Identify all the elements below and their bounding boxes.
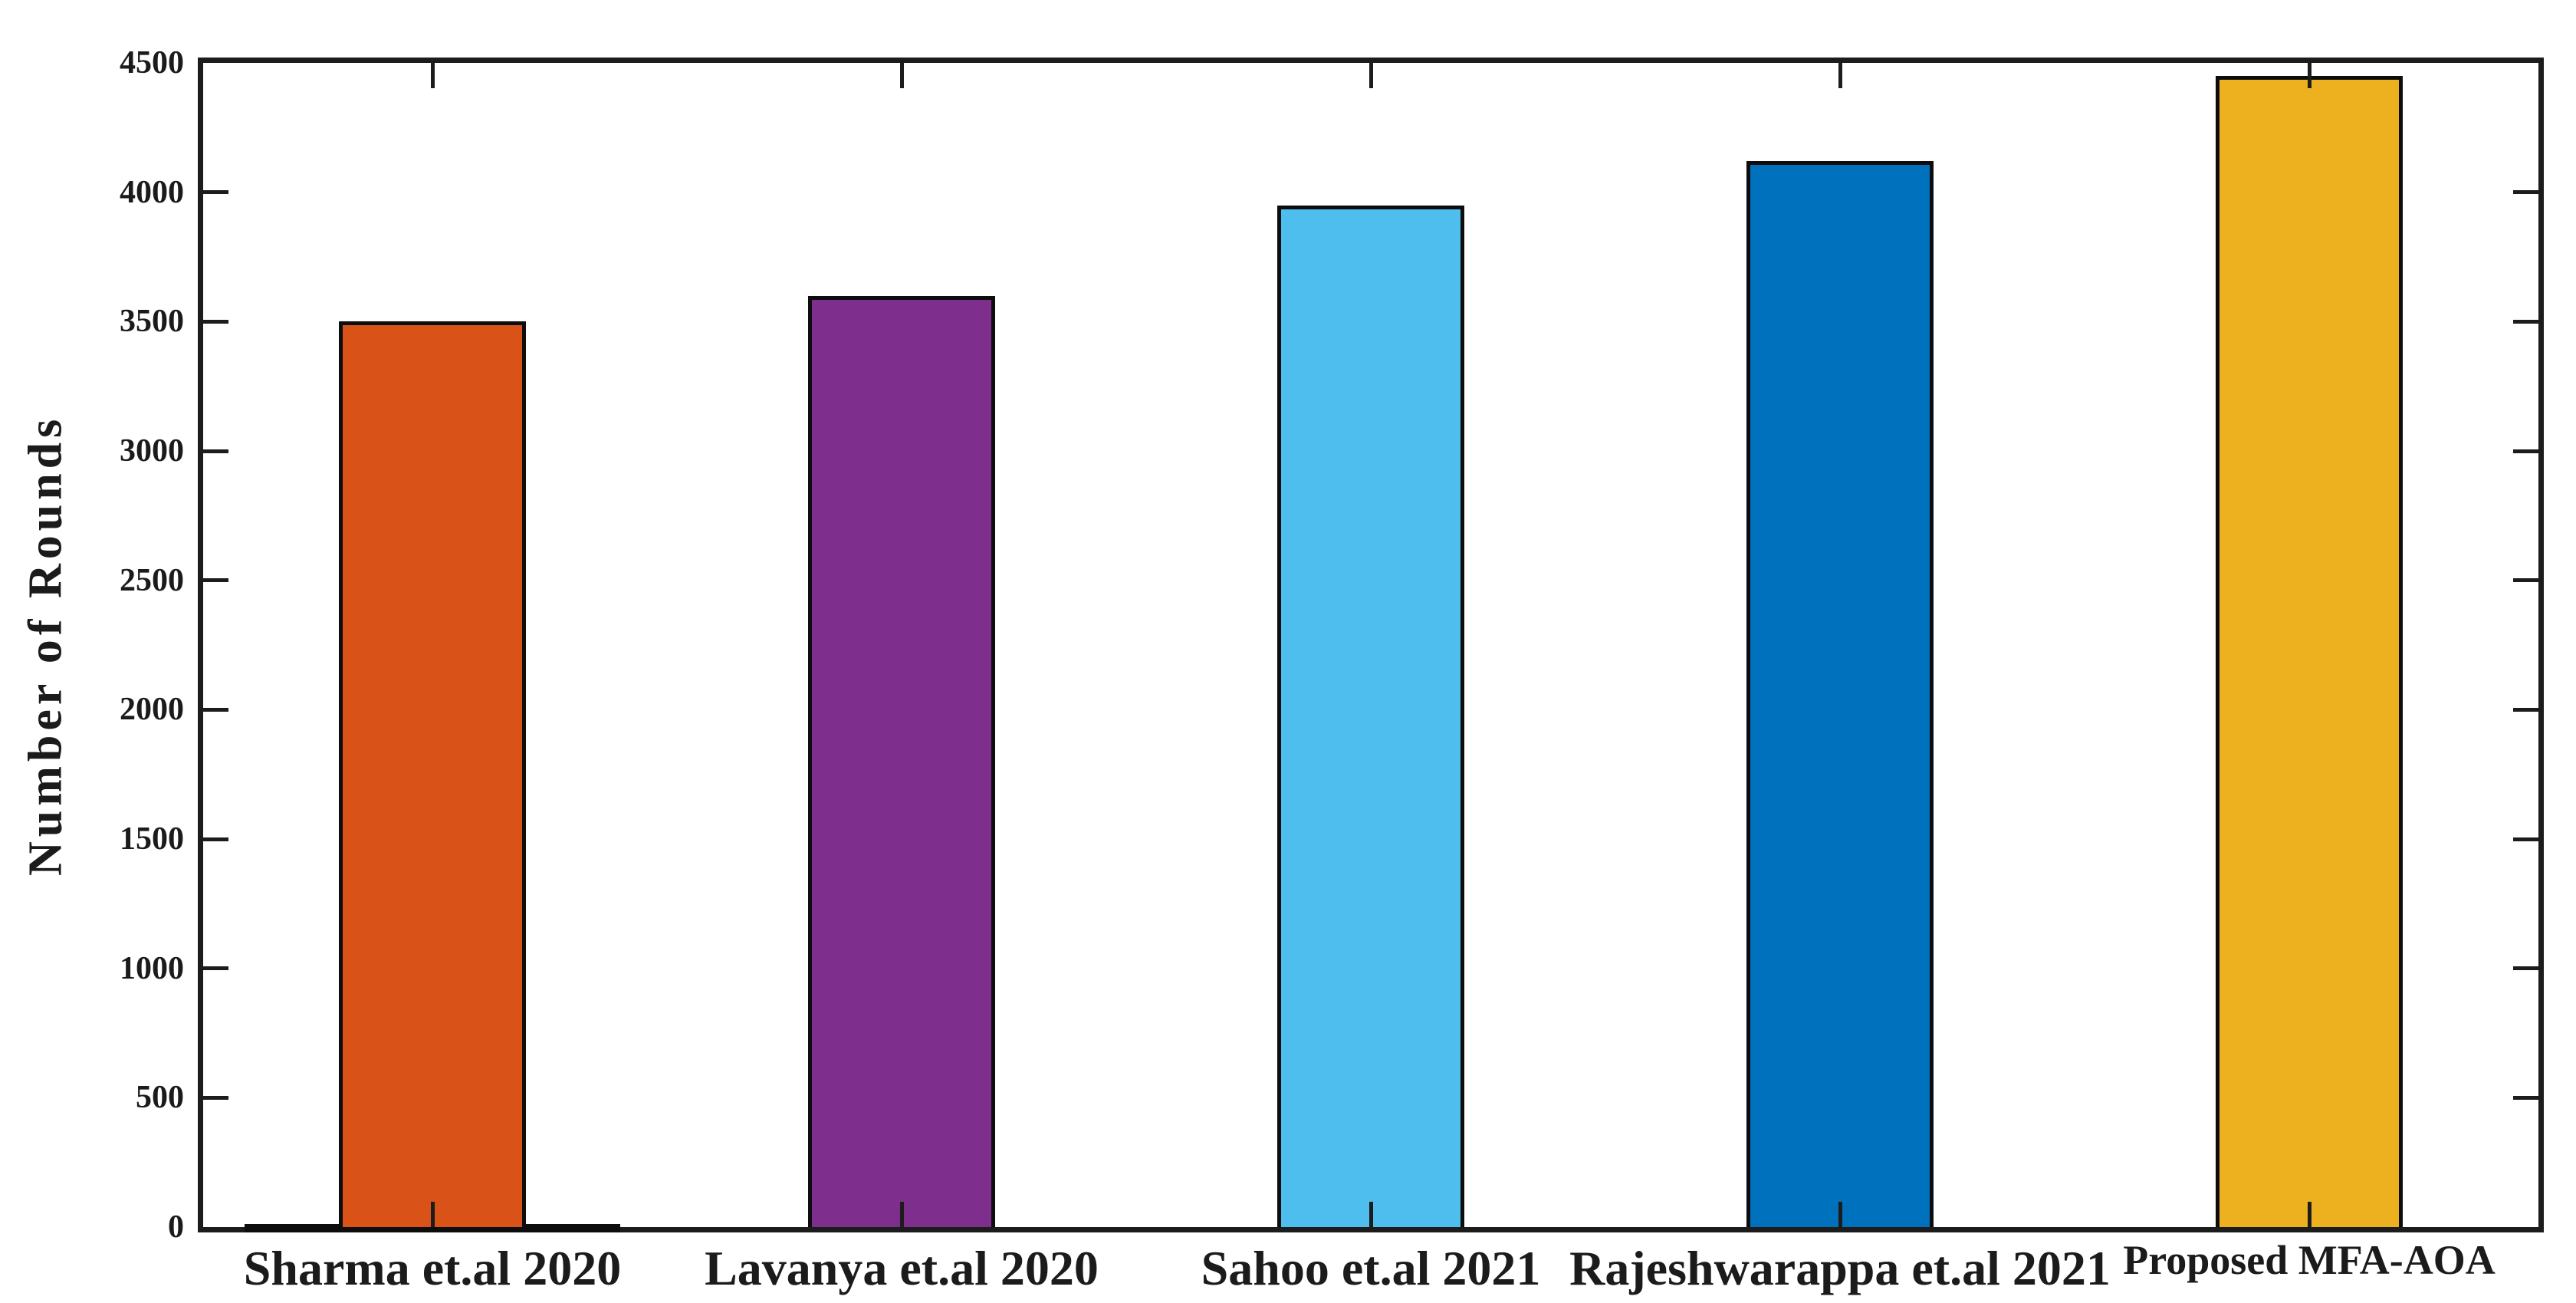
y-tick-right-2000 <box>2513 707 2538 712</box>
y-tick-label-3500: 3500 <box>120 304 184 340</box>
y-tick-right-3000 <box>2513 449 2538 453</box>
x-tick-top-3 <box>1368 63 1373 88</box>
x-tick-bottom-3 <box>1368 1202 1373 1227</box>
y-tick-left-2500 <box>203 578 228 583</box>
y-tick-label-1500: 1500 <box>120 821 184 857</box>
y-tick-label-4000: 4000 <box>120 174 184 210</box>
bar-4 <box>1746 161 1934 1227</box>
bar-2 <box>808 295 995 1227</box>
plot-area <box>198 58 2544 1232</box>
x-tick-bottom-2 <box>899 1202 904 1227</box>
y-tick-label-4500: 4500 <box>120 45 184 81</box>
y-tick-label-1000: 1000 <box>120 950 184 986</box>
y-tick-label-3000: 3000 <box>120 433 184 469</box>
y-tick-right-500 <box>2513 1095 2538 1100</box>
y-tick-left-3500 <box>203 319 228 324</box>
plot-inner-canvas <box>203 63 2538 1232</box>
y-tick-right-1500 <box>2513 837 2538 841</box>
y-tick-right-3500 <box>2513 319 2538 324</box>
zero-value-bar-strip <box>245 1224 620 1232</box>
y-tick-label-500: 500 <box>136 1080 184 1116</box>
x-tick-bottom-5 <box>2307 1202 2312 1227</box>
y-tick-right-1000 <box>2513 966 2538 971</box>
y-tick-label-0: 0 <box>168 1209 184 1245</box>
y-tick-label-2000: 2000 <box>120 692 184 728</box>
x-category-label-5: Proposed MFA-AOA <box>2123 1237 2496 1283</box>
x-tick-top-1 <box>430 63 435 88</box>
x-tick-top-2 <box>899 63 904 88</box>
y-tick-right-2500 <box>2513 578 2538 583</box>
y-tick-right-4000 <box>2513 190 2538 195</box>
x-category-label-1: Sharma et.al 2020 <box>243 1241 622 1295</box>
x-tick-top-5 <box>2307 63 2312 88</box>
y-tick-left-3000 <box>203 449 228 453</box>
y-tick-left-2000 <box>203 707 228 712</box>
y-tick-left-500 <box>203 1095 228 1100</box>
x-tick-top-4 <box>1838 63 1842 88</box>
x-tick-bottom-1 <box>430 1202 435 1227</box>
bar-1 <box>339 321 526 1227</box>
x-category-label-4: Rajeshwarappa et.al 2021 <box>1569 1241 2111 1295</box>
y-tick-label-2500: 2500 <box>120 562 184 598</box>
x-category-label-2: Lavanya et.al 2020 <box>705 1241 1099 1295</box>
y-axis-title: Number of Rounds <box>19 414 72 876</box>
x-category-label-3: Sahoo et.al 2021 <box>1201 1241 1541 1295</box>
bar-3 <box>1277 205 1464 1227</box>
y-tick-left-4000 <box>203 190 228 195</box>
x-tick-bottom-4 <box>1838 1202 1842 1227</box>
y-tick-left-1000 <box>203 966 228 971</box>
bar-5 <box>2216 75 2403 1227</box>
y-tick-left-1500 <box>203 837 228 841</box>
